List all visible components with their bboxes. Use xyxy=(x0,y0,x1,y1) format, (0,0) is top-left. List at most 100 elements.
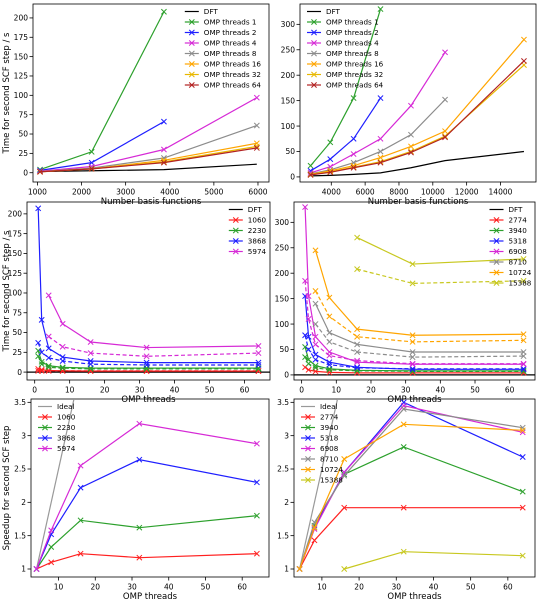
legend-marker xyxy=(311,82,317,88)
data-point xyxy=(87,361,94,368)
data-point xyxy=(33,566,40,572)
data-point xyxy=(409,360,416,367)
legend-label: OMP threads 8 xyxy=(204,49,257,58)
y-tick-label: 25 xyxy=(18,149,28,158)
y-tick-label: 50 xyxy=(279,345,289,354)
data-point xyxy=(160,159,167,166)
y-tick-label: 150 xyxy=(275,294,290,303)
legend-marker xyxy=(232,227,239,234)
data-point xyxy=(48,559,55,566)
data-point xyxy=(296,566,303,572)
legend-label: 3868 xyxy=(57,434,76,443)
x-tick-label: 60 xyxy=(505,386,515,395)
legend-marker xyxy=(493,259,500,265)
legend-label: OMP threads 2 xyxy=(204,28,257,37)
y-tick-label: 0 xyxy=(290,173,295,182)
data-point xyxy=(253,440,260,447)
data-point xyxy=(341,472,348,479)
y-tick-label: 175 xyxy=(14,33,29,42)
data-point xyxy=(35,339,42,346)
legend-marker xyxy=(305,424,311,431)
data-point xyxy=(302,204,309,211)
data-point xyxy=(519,454,526,460)
legend-label: DFT xyxy=(204,7,219,16)
y-tick-label: 150 xyxy=(8,249,23,258)
series-line-8710 xyxy=(314,303,524,353)
data-point xyxy=(253,550,260,557)
x-tick-label: 4000 xyxy=(160,188,179,197)
legend-marker xyxy=(305,466,311,473)
legend-label: 2774 xyxy=(320,413,339,422)
data-point xyxy=(442,128,449,135)
data-point xyxy=(45,333,52,340)
data-point xyxy=(520,331,527,338)
data-point xyxy=(160,158,167,165)
data-point xyxy=(312,364,319,371)
legend-label: 8710 xyxy=(320,455,339,464)
data-point xyxy=(408,131,414,138)
legend-marker xyxy=(493,269,500,276)
data-point xyxy=(520,337,527,344)
data-point xyxy=(255,343,262,349)
data-point xyxy=(520,277,527,284)
y-tick-label: 3.5 xyxy=(277,398,289,407)
y-tick-label: 100 xyxy=(275,320,290,329)
legend-marker xyxy=(232,248,239,255)
data-point xyxy=(400,444,407,450)
y-tick-label: 250 xyxy=(281,45,296,54)
x-tick-label: 30 xyxy=(135,386,145,395)
data-point xyxy=(255,359,262,366)
x-tick-label: 30 xyxy=(127,583,137,592)
data-point xyxy=(255,362,262,368)
y-tick-label: 1.5 xyxy=(14,531,26,540)
y-tick-label: 75 xyxy=(18,110,28,119)
legend-label: 15388 xyxy=(320,476,343,485)
data-point xyxy=(45,354,52,361)
legend-label: 1060 xyxy=(57,413,76,422)
legend-label: OMP threads 32 xyxy=(204,70,261,79)
data-point xyxy=(59,365,66,372)
data-point xyxy=(87,350,94,357)
data-point xyxy=(48,527,55,534)
x-tick-label: 60 xyxy=(237,583,247,592)
data-point xyxy=(312,288,319,294)
y-tick-label: 1 xyxy=(284,565,289,574)
legend-marker xyxy=(493,238,500,244)
data-point xyxy=(311,524,318,531)
data-point xyxy=(442,96,449,103)
legend-marker xyxy=(493,217,500,223)
plot-area xyxy=(294,204,535,376)
legend-label: 15388 xyxy=(509,279,532,288)
data-point xyxy=(38,358,45,365)
x-tick-label: 50 xyxy=(201,583,211,592)
y-tick-label: 200 xyxy=(281,71,296,80)
data-point xyxy=(520,365,527,372)
series-line-omp-threads-1 xyxy=(310,8,382,167)
data-point xyxy=(521,58,527,64)
legend-label: DFT xyxy=(248,205,263,214)
data-point xyxy=(88,148,95,155)
data-point xyxy=(87,365,94,372)
series-line-15388 xyxy=(344,551,523,570)
x-axis-label: OMP threads xyxy=(387,592,442,599)
data-point xyxy=(354,364,361,371)
plot-area xyxy=(33,399,260,572)
x-tick-label: 50 xyxy=(466,583,476,592)
data-point xyxy=(326,361,333,368)
y-axis-label: Time for second SCF step / s xyxy=(2,32,12,154)
series-line-omp-threads-16 xyxy=(40,142,257,173)
legend-label: OMP threads 1 xyxy=(204,18,257,27)
plot-frame xyxy=(32,3,270,183)
data-point xyxy=(38,367,45,374)
series-line-dft xyxy=(310,150,525,177)
x-tick-label: 1000 xyxy=(28,188,47,197)
data-point xyxy=(307,162,314,169)
data-point xyxy=(38,361,45,368)
data-point xyxy=(87,339,94,345)
data-point xyxy=(354,341,361,348)
y-tick-label: 125 xyxy=(8,269,23,278)
x-tick-label: 20 xyxy=(354,583,364,592)
x-tick-label: 50 xyxy=(470,386,480,395)
x-tick-label: 40 xyxy=(164,583,174,592)
data-point xyxy=(143,359,150,366)
